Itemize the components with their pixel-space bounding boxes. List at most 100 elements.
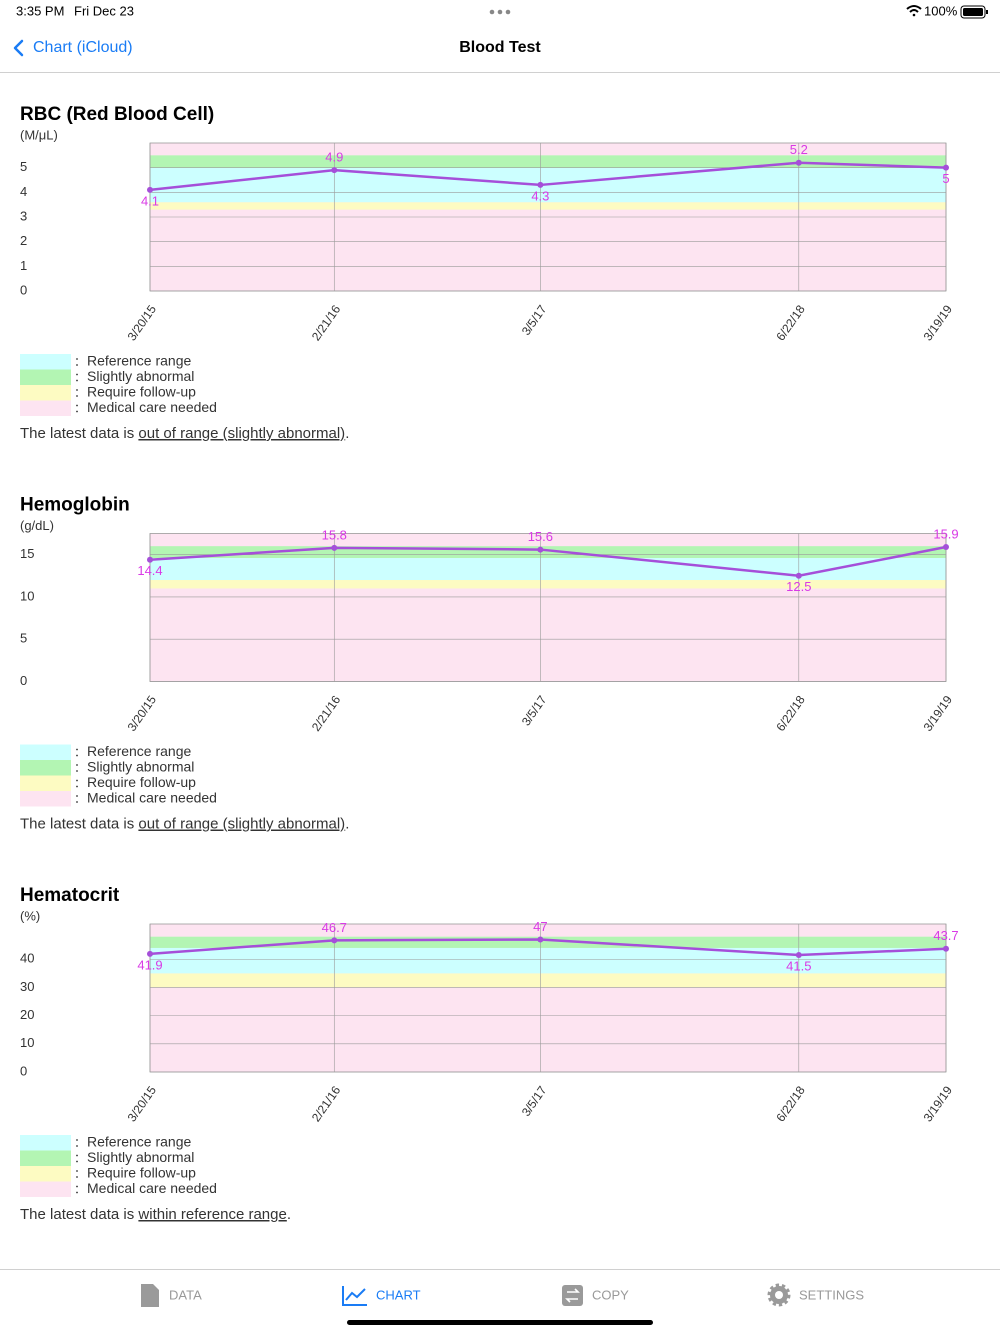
chart-title: Hemoglobin bbox=[20, 495, 130, 516]
legend-label: Slightly abnormal bbox=[87, 368, 194, 384]
legend-colon bbox=[76, 801, 78, 803]
legend-colon bbox=[76, 754, 78, 757]
note-link[interactable]: out of range (slightly abnormal) bbox=[138, 815, 345, 832]
range-band bbox=[150, 947, 946, 974]
y-axis-label: (%) bbox=[20, 908, 40, 923]
data-point bbox=[795, 952, 802, 959]
data-point bbox=[943, 164, 949, 171]
tab-label[interactable]: DATA bbox=[169, 1287, 202, 1302]
y-axis-label: (M/μL) bbox=[20, 127, 58, 142]
status-note: The latest data is out of range (slightl… bbox=[20, 425, 349, 442]
home-indicator bbox=[347, 1320, 653, 1325]
legend-colon bbox=[76, 779, 78, 782]
data-label: 15.9 bbox=[933, 526, 958, 541]
x-tick-label: 3/19/19 bbox=[921, 1083, 956, 1124]
chart: RBC (Red Blood Cell) (M/μL) 0 1 2 3 4 5 3/20/15 2… bbox=[20, 104, 955, 442]
data-point bbox=[147, 186, 153, 193]
tab-label[interactable]: SETTINGS bbox=[799, 1287, 864, 1302]
legend-label: Reference range bbox=[87, 743, 192, 759]
legend-colon bbox=[76, 410, 78, 413]
legend-label: Medical care needed bbox=[87, 399, 217, 415]
legend-swatch bbox=[20, 400, 71, 416]
x-tick-label: 6/22/18 bbox=[773, 1083, 808, 1124]
data-point bbox=[795, 159, 802, 166]
legend-label: Medical care needed bbox=[87, 790, 217, 806]
data-point bbox=[331, 167, 338, 174]
legend-colon bbox=[76, 1170, 78, 1172]
x-tick-label: 3/20/15 bbox=[125, 1083, 160, 1124]
legend-colon bbox=[76, 1145, 78, 1147]
legend-swatch bbox=[20, 1166, 71, 1182]
legend-colon bbox=[76, 1139, 78, 1141]
legend-colon bbox=[76, 389, 78, 391]
range-band bbox=[150, 558, 946, 581]
status-note: The latest data is within reference rang… bbox=[20, 1206, 291, 1223]
chart: Hematocrit (%) 0 10 20 30 40 3/20/15 2/21/16 3/5/… bbox=[20, 885, 959, 1223]
battery-percent: 100% bbox=[924, 3, 958, 18]
y-tick-label: 40 bbox=[20, 951, 34, 966]
status-time: 3:35 PM bbox=[16, 3, 64, 18]
legend-colon bbox=[76, 785, 78, 788]
x-tick-label: 3/19/19 bbox=[921, 302, 956, 343]
legend-colon bbox=[76, 358, 78, 360]
x-tick-label: 3/5/17 bbox=[519, 1083, 550, 1119]
range-band bbox=[150, 546, 946, 559]
legend-swatch bbox=[20, 1150, 71, 1166]
y-axis-label: (g/dL) bbox=[20, 518, 54, 533]
note-text: The latest data is bbox=[20, 425, 134, 442]
data-label: 46.7 bbox=[322, 920, 347, 935]
x-tick-label: 3/5/17 bbox=[519, 302, 550, 338]
y-tick-label: 15 bbox=[20, 546, 34, 561]
x-tick-label: 3/19/19 bbox=[921, 693, 956, 734]
wifi-icon bbox=[906, 5, 922, 17]
legend-colon bbox=[76, 364, 78, 366]
back-button[interactable]: Chart (iCloud) bbox=[13, 39, 133, 57]
legend-label: Reference range bbox=[87, 353, 192, 369]
tab-label[interactable]: CHART bbox=[376, 1287, 421, 1302]
legend-swatch bbox=[20, 1135, 71, 1151]
tab-chart[interactable]: CHART bbox=[342, 1286, 421, 1306]
x-tick-label: 2/21/16 bbox=[309, 1083, 344, 1124]
y-tick-label: 4 bbox=[20, 184, 27, 199]
data-point bbox=[943, 945, 949, 952]
legend-colon bbox=[76, 1154, 78, 1157]
y-tick-label: 3 bbox=[20, 208, 27, 223]
legend-swatch bbox=[20, 1181, 71, 1197]
legend-colon bbox=[76, 795, 78, 797]
legend-label: Reference range bbox=[87, 1134, 192, 1150]
multitask-dots[interactable] bbox=[489, 9, 511, 15]
data-label: 43.7 bbox=[933, 928, 958, 943]
legend-label: Require follow-up bbox=[87, 1165, 196, 1181]
x-tick-label: 2/21/16 bbox=[309, 693, 344, 734]
x-tick-label: 3/20/15 bbox=[125, 693, 160, 734]
data-label: 5 bbox=[942, 171, 949, 186]
data-label: 15.6 bbox=[528, 529, 553, 544]
note-link[interactable]: out of range (slightly abnormal) bbox=[138, 425, 345, 442]
legend-swatch bbox=[20, 354, 71, 370]
y-tick-label: 5 bbox=[20, 159, 27, 174]
tab-copy[interactable]: COPY bbox=[562, 1285, 629, 1306]
tab-settings[interactable]: SETTINGS bbox=[767, 1283, 864, 1307]
data-point bbox=[331, 544, 338, 551]
data-label: 4.3 bbox=[531, 188, 549, 203]
range-band bbox=[150, 155, 946, 168]
back-label[interactable]: Chart (iCloud) bbox=[33, 39, 133, 56]
legend-colon bbox=[76, 373, 78, 376]
y-tick-label: 30 bbox=[20, 979, 34, 994]
tab-label[interactable]: COPY bbox=[592, 1287, 629, 1302]
y-tick-label: 2 bbox=[20, 233, 27, 248]
note-text: The latest data is bbox=[20, 1206, 134, 1223]
legend-swatch bbox=[20, 760, 71, 776]
legend-colon bbox=[76, 395, 78, 397]
data-point bbox=[795, 572, 802, 579]
tab-data[interactable]: DATA bbox=[141, 1284, 202, 1307]
note-link[interactable]: within reference range bbox=[137, 1206, 286, 1223]
data-label: 12.5 bbox=[786, 579, 811, 594]
charts: RBC (Red Blood Cell) (M/μL) 0 1 2 3 4 5 3/20/15 2… bbox=[20, 104, 959, 1223]
legend-swatch bbox=[20, 744, 71, 760]
status-note: The latest data is out of range (slightl… bbox=[20, 815, 349, 832]
note-end: . bbox=[287, 1206, 291, 1223]
data-point bbox=[943, 544, 949, 551]
